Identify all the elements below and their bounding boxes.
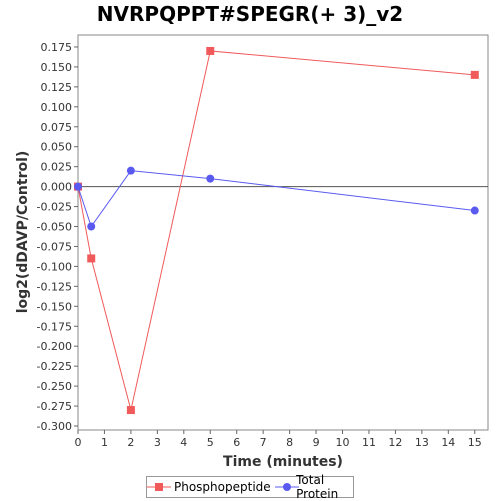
- data-point-0: [206, 46, 215, 55]
- y-tick-label: -0.025: [37, 201, 72, 214]
- y-tick-label: -0.250: [37, 380, 72, 393]
- x-axis: 0 1 2 3 4 5 6 7 8 9 10 11 12 13 14 15: [75, 430, 482, 449]
- x-tick-label: 11: [362, 436, 376, 449]
- legend-label-total-protein: Total Protein: [296, 473, 339, 501]
- y-tick-label: 0.050: [41, 141, 73, 154]
- y-tick-label: 0.025: [41, 161, 73, 174]
- x-tick-label: 13: [415, 436, 429, 449]
- y-tick-label: 0.150: [41, 61, 73, 74]
- y-tick-label: 0.000: [41, 181, 73, 194]
- data-point-0: [126, 406, 135, 415]
- y-tick-label: -0.075: [37, 240, 72, 253]
- y-axis: 0.175 0.150 0.125 0.100 0.075 0.050 0.025 0.000…: [37, 41, 78, 433]
- y-tick-label: 0.075: [41, 121, 73, 134]
- y-tick-label: -0.050: [37, 221, 72, 234]
- y-tick-label: -0.175: [37, 320, 72, 333]
- legend-item-phosphopeptide: Phosphopeptide: [147, 480, 271, 494]
- x-tick-label: 5: [207, 436, 214, 449]
- y-tick-label: 0.175: [41, 41, 73, 54]
- data-point-1: [206, 174, 215, 183]
- y-tick-label: -0.300: [37, 420, 72, 433]
- y-axis-label: log2(dDAVP/Control): [15, 151, 31, 314]
- plot-area: [77, 34, 489, 431]
- data-point-0: [87, 254, 96, 263]
- legend-item-total-protein: Total Protein: [274, 473, 353, 501]
- legend-label-phosphopeptide: Phosphopeptide: [174, 480, 271, 494]
- x-tick-label: 4: [180, 436, 187, 449]
- x-tick-label: 6: [233, 436, 240, 449]
- y-tick-label: -0.150: [37, 300, 72, 313]
- y-tick-label: -0.225: [37, 360, 72, 373]
- x-axis-label: Time (minutes): [223, 454, 343, 470]
- x-tick-label: 0: [75, 436, 82, 449]
- y-tick-label: 0.100: [41, 101, 73, 114]
- data-point-1: [470, 206, 479, 215]
- chart-title: NVRPQPPT#SPEGR(+ 3)_v2: [96, 2, 404, 26]
- x-tick-label: 14: [441, 436, 455, 449]
- y-tick-label: -0.125: [37, 280, 72, 293]
- x-tick-label: 1: [101, 436, 108, 449]
- legend-swatch-square-icon: [147, 481, 171, 493]
- x-tick-label: 9: [313, 436, 320, 449]
- data-point-1: [87, 222, 96, 231]
- legend: Phosphopeptide Total Protein: [146, 473, 354, 501]
- x-tick-label: 2: [127, 436, 134, 449]
- series-layer: [74, 46, 479, 415]
- data-point-1: [126, 166, 135, 175]
- y-tick-label: -0.100: [37, 260, 72, 273]
- data-point-1: [74, 182, 82, 191]
- y-tick-label: -0.200: [37, 340, 72, 353]
- x-tick-label: 8: [286, 436, 293, 449]
- data-point-0: [470, 70, 479, 79]
- x-tick-label: 7: [260, 436, 267, 449]
- x-tick-label: 10: [336, 436, 350, 449]
- x-tick-label: 3: [154, 436, 161, 449]
- y-tick-label: 0.125: [41, 81, 73, 94]
- x-tick-label: 15: [468, 436, 482, 449]
- x-tick-label: 12: [388, 436, 402, 449]
- legend-swatch-circle-icon: [274, 481, 299, 493]
- y-tick-label: -0.275: [37, 400, 72, 413]
